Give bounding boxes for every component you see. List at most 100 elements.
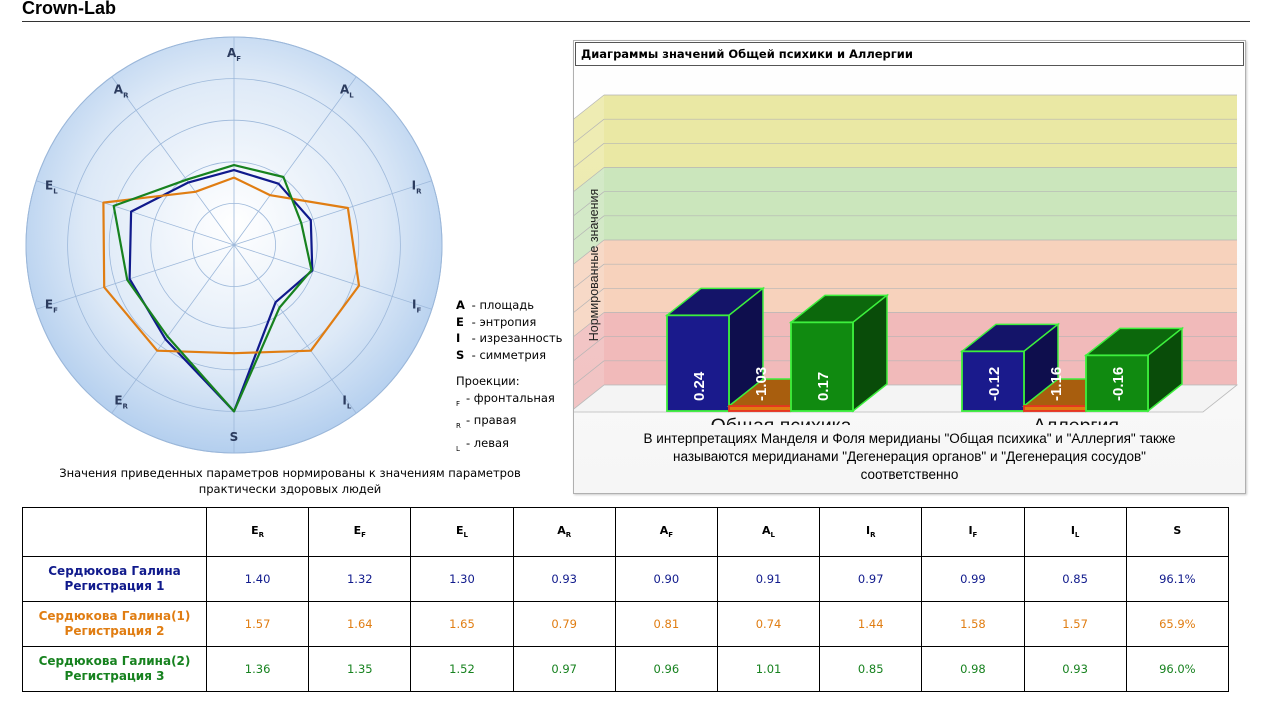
table-header-cell: AL [716, 507, 821, 557]
table-cell: 1.58 [921, 601, 1025, 647]
radar-axis-line [233, 76, 357, 246]
chart-band-side [574, 312, 604, 409]
chart-gridline-side [574, 167, 605, 192]
radar-axis-label: S [230, 430, 239, 444]
table-cell: 0.85 [819, 646, 923, 692]
chart-gridline-side [574, 118, 605, 144]
row-label: Сердюкова Галина Регистрация 1 [22, 556, 207, 602]
radar-axis-label: IR [412, 179, 422, 196]
radar-axis-label: EF [45, 297, 58, 314]
table-header-cell: AF [614, 507, 718, 557]
radar-axis-label: AR [114, 83, 129, 100]
chart-gridline-side [574, 312, 605, 337]
row-label: Сердюкова Галина(1) Регистрация 2 [22, 601, 207, 647]
radar-note-line1: Значения приведенных параметров нормиров… [59, 466, 521, 480]
category-label: Общая психика [711, 415, 852, 425]
table-cell: 0.79 [512, 601, 616, 647]
radar-axis-label: EL [45, 179, 58, 196]
table-cell: 1.44 [819, 601, 923, 647]
app-title: Crown-Lab [22, 0, 116, 18]
radar-axis-label: AF [227, 46, 241, 63]
chart-gridline-side [574, 94, 605, 120]
radar-axis-line [233, 244, 357, 414]
legend-projection: F- фронтальная [456, 390, 555, 408]
radar-note-line2: практически здоровых людей [198, 482, 382, 496]
table-cell: 0.97 [819, 556, 923, 602]
chart-gridline-side [574, 239, 605, 265]
bar [1085, 354, 1149, 412]
bar [728, 405, 792, 412]
chart-band-side [574, 240, 604, 337]
table-cell: 96.1% [1125, 556, 1230, 602]
chart-gridline-side [574, 288, 605, 313]
chart-gridline-side [574, 263, 605, 289]
radar-axis-line [233, 180, 432, 246]
row-label: Сердюкова Галина(2) Регистрация 3 [22, 646, 207, 692]
table-row: Сердюкова Галина(2) Регистрация 3 1.36 1.… [22, 646, 1230, 692]
table-cell: 0.99 [921, 556, 1025, 602]
bar-value-label: -0.16 [1110, 367, 1127, 401]
table-cell: 0.91 [716, 556, 821, 602]
chart-gridline-side [574, 215, 605, 241]
table-cell: 1.30 [410, 556, 514, 602]
table-cell: 96.0% [1125, 646, 1230, 692]
table-header-cell: ER [205, 507, 310, 557]
bar-value-label: -1.16 [1048, 367, 1065, 401]
radar-axis-label: ER [114, 393, 128, 410]
radar-axis-line [36, 180, 235, 246]
parameters-table: ER EF EL AR AF AL IR IF IL S Сердюкова Г… [22, 507, 1230, 692]
bar-chart-note: В интерпретациях Манделя и Фоля меридиан… [584, 430, 1235, 484]
radar-axis-label: AL [340, 83, 354, 100]
table-header-cell: EL [410, 507, 514, 557]
chart-gridline-side [574, 143, 605, 168]
chart-gridline-side [574, 360, 605, 386]
radar-series-line [112, 164, 313, 413]
bar-chart-panel: Диаграммы значений Общей психики и Аллер… [573, 40, 1246, 494]
bar-note-line2: называются меридианами "Дегенерация орга… [673, 449, 1146, 464]
legend-projection: L- левая [456, 435, 509, 453]
table-header-cell: IF [921, 507, 1025, 557]
radar-chart: AF AL IR IF IL S ER EF EL AR [25, 36, 443, 454]
table-cell: 1.40 [205, 556, 310, 602]
table-header-cell: EF [308, 507, 412, 557]
chart-band-side [574, 95, 604, 192]
bar-chart-title: Диаграммы значений Общей психики и Аллер… [581, 47, 913, 61]
table-header-cell: AR [512, 507, 616, 557]
radar-axis-label: IF [412, 297, 421, 314]
table-cell: 1.52 [410, 646, 514, 692]
table-cell: 1.64 [308, 601, 412, 647]
category-label: Аллергия [1033, 415, 1119, 425]
table-cell: 1.32 [308, 556, 412, 602]
table-cell: 0.93 [1023, 646, 1127, 692]
table-header-cell: IL [1023, 507, 1127, 557]
radar-axis-line [36, 244, 235, 310]
table-cell: 0.96 [614, 646, 718, 692]
bar-value-label: 0.24 [691, 371, 708, 401]
app-header: Crown-Lab [22, 0, 1250, 22]
table-cell: 0.93 [512, 556, 616, 602]
radar-note: Значения приведенных параметров нормиров… [30, 465, 550, 497]
bar-note-line3: соответственно [860, 467, 959, 482]
table-cell: 1.36 [205, 646, 310, 692]
radar-axis-line [233, 244, 432, 310]
bar [1023, 405, 1087, 412]
table-cell: 1.57 [205, 601, 310, 647]
bar-value-label: -1.03 [753, 367, 770, 401]
legend-param: I - изрезанность [456, 331, 563, 345]
radar-axis-line [111, 244, 235, 414]
chart-gridline-side [574, 191, 605, 216]
table-header-empty [22, 507, 207, 557]
table-cell: 1.65 [410, 601, 514, 647]
table-cell: 65.9% [1125, 601, 1230, 647]
legend-projection: R- правая [456, 413, 517, 430]
table-cell: 0.81 [614, 601, 718, 647]
table-cell: 1.35 [308, 646, 412, 692]
table-cell: 0.98 [921, 646, 1025, 692]
table-cell: 1.01 [716, 646, 821, 692]
bar-chart: Нормированные значения 0.24 -1.03 0.17 Общая… [574, 94, 1239, 425]
chart-gridline-side [574, 336, 605, 361]
bar [961, 350, 1025, 412]
table-cell: 0.90 [614, 556, 718, 602]
chart-band-side [574, 167, 604, 264]
bar-chart-title-box: Диаграммы значений Общей психики и Аллер… [575, 42, 1244, 66]
